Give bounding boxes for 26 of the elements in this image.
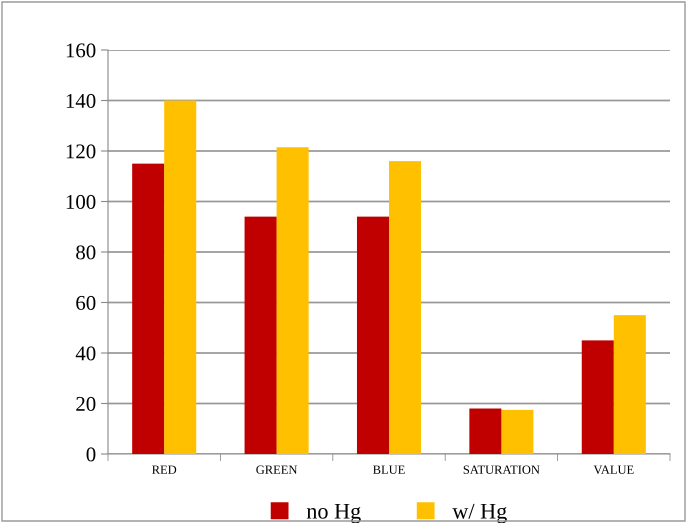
bar — [582, 340, 614, 454]
bar — [132, 164, 164, 454]
y-tick-label: 120 — [66, 144, 96, 158]
y-tick-label: 80 — [76, 245, 96, 260]
y-tick-label: 60 — [76, 296, 96, 310]
y-tick-label: 160 — [66, 43, 96, 58]
y-tick-label: 0 — [86, 447, 96, 462]
bar — [164, 100, 196, 454]
y-tick-label: 40 — [76, 346, 96, 360]
x-tick-label: SATURATION — [464, 466, 540, 474]
bar — [276, 147, 309, 454]
bar — [614, 315, 646, 454]
bar — [244, 216, 277, 454]
bar — [501, 410, 534, 454]
x-tick-label: VALUE — [594, 466, 634, 474]
legend-label: no Hg — [306, 504, 361, 523]
x-tick-label: RED — [152, 466, 176, 474]
x-tick-label: GREEN — [256, 466, 298, 474]
y-tick-label: 20 — [76, 396, 96, 411]
bar — [356, 216, 389, 454]
x-tick-label: BLUE — [373, 466, 405, 474]
legend-label: w/ Hg — [452, 504, 507, 523]
bar — [469, 408, 502, 454]
bar — [389, 161, 422, 454]
y-tick-label: 140 — [66, 94, 96, 108]
y-tick-label: 100 — [66, 194, 96, 209]
